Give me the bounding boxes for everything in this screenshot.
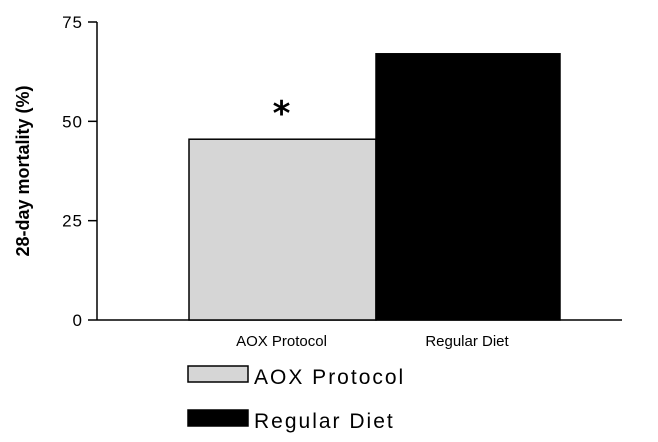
bar-regular-diet	[375, 53, 561, 321]
bar-aox-protocol	[188, 138, 377, 321]
annotations: *	[273, 94, 291, 134]
legend-swatch	[187, 409, 249, 427]
y-tick-label: 50	[62, 112, 83, 131]
significance-star: *	[273, 94, 291, 134]
category-labels: AOX Protocol Regular Diet	[236, 333, 509, 350]
legend-label: Regular Diet	[254, 410, 395, 433]
legend: AOX Protocol Regular Diet	[187, 365, 405, 433]
legend-label: AOX Protocol	[254, 366, 405, 389]
legend-swatch	[187, 365, 249, 383]
category-label: Regular Diet	[425, 333, 509, 350]
y-ticks: 0 25 50 75	[62, 13, 97, 330]
y-tick-label: 0	[73, 311, 83, 330]
bars	[188, 53, 561, 321]
category-label: AOX Protocol	[236, 333, 327, 350]
y-axis-title: 28-day mortality (%)	[13, 85, 33, 256]
y-tick-label: 75	[62, 13, 83, 32]
y-tick-label: 25	[62, 212, 83, 231]
y-axis: 0 25 50 75	[62, 13, 98, 330]
